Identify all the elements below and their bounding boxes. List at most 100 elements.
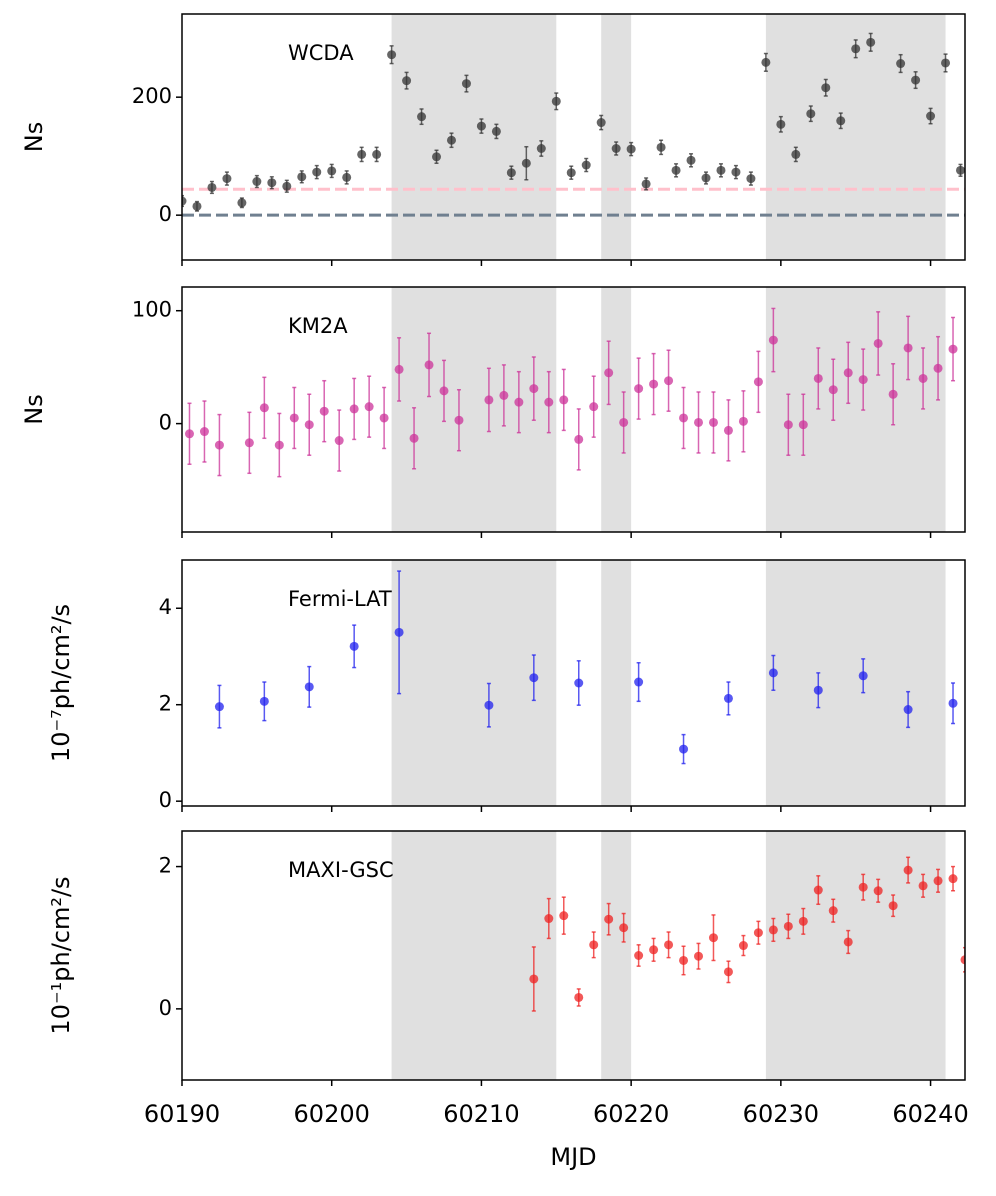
y-tick-label: 2	[159, 692, 172, 716]
data-point	[626, 144, 636, 154]
data-point	[446, 135, 456, 145]
data-point	[948, 874, 958, 884]
data-point	[267, 178, 277, 188]
data-point	[634, 677, 644, 687]
x-tick-label: 60230	[743, 1100, 819, 1128]
data-point	[244, 438, 254, 448]
y-tick-label: 0	[159, 411, 172, 435]
data-point	[671, 165, 681, 175]
data-point	[941, 58, 951, 68]
shaded-region	[601, 831, 632, 1080]
data-point	[207, 182, 217, 192]
data-point	[836, 116, 846, 126]
y-tick-label: 200	[132, 84, 172, 108]
axes-frame	[181, 830, 966, 1081]
data-point	[634, 384, 644, 394]
data-point	[903, 705, 913, 715]
plot-area	[214, 560, 958, 806]
data-point	[394, 627, 404, 637]
data-point	[918, 881, 928, 891]
data-point	[903, 343, 913, 353]
data-point	[723, 967, 733, 977]
shaded-region	[391, 287, 557, 532]
data-point	[304, 682, 314, 692]
y-tick-label: 2	[159, 854, 172, 878]
data-point	[896, 59, 906, 69]
data-point	[506, 168, 516, 178]
data-point	[888, 389, 898, 399]
shaded-region	[601, 14, 632, 260]
data-point	[821, 83, 831, 93]
data-point	[768, 925, 778, 935]
data-point	[304, 420, 314, 430]
y-axis-label: 10⁻⁷ph/cm²/s	[47, 604, 75, 762]
axes-frame	[181, 559, 966, 807]
x-tick-label: 60220	[593, 1100, 669, 1128]
y-axis-label: Ns	[20, 122, 48, 152]
y-axis-label: Ns	[20, 394, 48, 424]
data-point	[716, 165, 726, 175]
data-point	[184, 429, 194, 439]
data-point	[544, 914, 554, 924]
data-point	[813, 373, 823, 383]
axes-frame	[181, 13, 966, 261]
data-point	[192, 201, 202, 211]
data-point	[664, 376, 674, 386]
data-point	[798, 420, 808, 430]
y-tick-label: 0	[159, 202, 172, 226]
shaded-region	[601, 287, 632, 532]
axes-frame	[181, 286, 966, 533]
data-point	[858, 671, 868, 681]
data-point	[566, 168, 576, 178]
data-point	[611, 144, 621, 154]
data-point	[544, 397, 554, 407]
data-point	[394, 364, 404, 374]
data-point	[768, 335, 778, 345]
data-point	[372, 149, 382, 159]
data-point	[738, 941, 748, 951]
data-point	[297, 172, 307, 182]
data-point	[596, 118, 606, 128]
data-point	[649, 945, 659, 955]
data-point	[753, 928, 763, 938]
data-point	[783, 420, 793, 430]
data-point	[237, 198, 247, 208]
y-tick-label: 0	[159, 996, 172, 1020]
data-point	[723, 693, 733, 703]
data-point	[858, 375, 868, 385]
data-point	[536, 144, 546, 154]
data-point	[274, 440, 284, 450]
data-point	[873, 886, 883, 896]
data-point	[903, 865, 913, 875]
data-point	[559, 395, 569, 405]
y-tick-label: 0	[159, 788, 172, 812]
data-point	[461, 79, 471, 89]
data-point	[409, 433, 419, 443]
panel-label: KM2A	[288, 314, 348, 338]
x-tick-label: 60200	[294, 1100, 370, 1128]
data-point	[806, 109, 816, 119]
data-point	[911, 75, 921, 85]
data-point	[926, 111, 936, 121]
data-point	[319, 406, 329, 416]
data-point	[664, 940, 674, 950]
data-point	[349, 641, 359, 651]
data-point	[342, 172, 352, 182]
data-point	[948, 698, 958, 708]
data-point	[581, 160, 591, 170]
data-point	[866, 37, 876, 47]
data-point	[960, 955, 965, 965]
data-point	[349, 404, 359, 414]
data-point	[574, 992, 584, 1002]
data-point	[634, 951, 644, 960]
x-tick-label: 60190	[144, 1100, 220, 1128]
x-tick-label: 60240	[892, 1100, 968, 1128]
data-point	[387, 50, 397, 60]
data-point	[731, 167, 741, 177]
data-point	[182, 196, 187, 206]
plot-area	[391, 831, 965, 1080]
data-point	[559, 911, 569, 921]
data-point	[424, 360, 434, 370]
panel-label: WCDA	[288, 41, 354, 65]
data-point	[334, 436, 344, 446]
